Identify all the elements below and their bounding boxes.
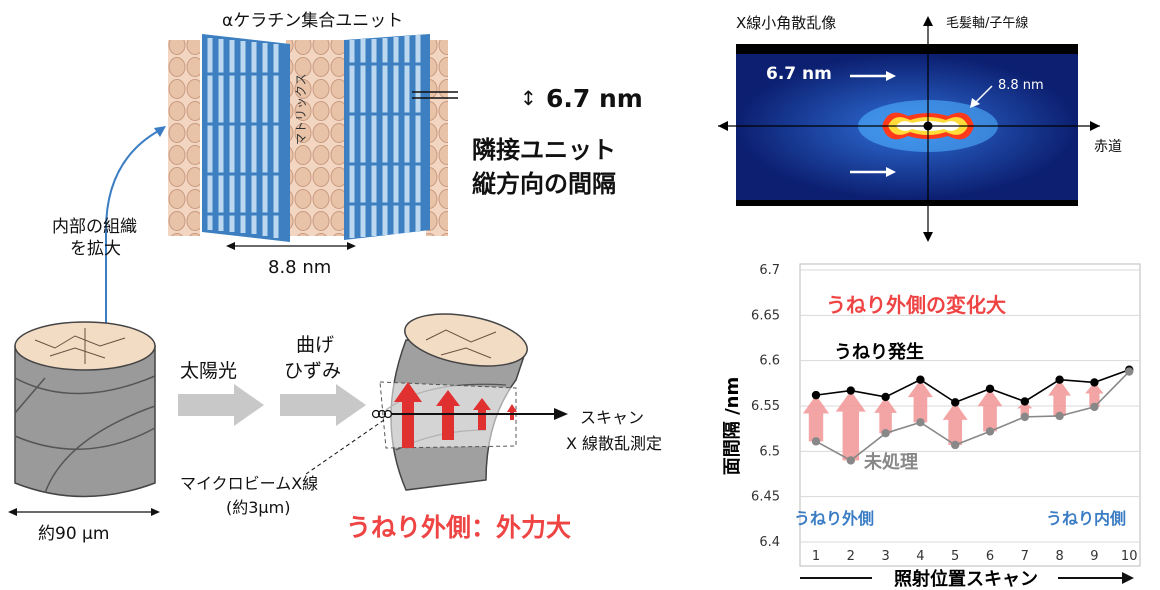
chart-xtick-label: 7: [1021, 549, 1029, 564]
saxs-peak-label-2: 8.8 nm: [998, 78, 1044, 93]
beam-label-2: (約3μm): [226, 498, 291, 517]
bend-label-2: ひずみ: [284, 360, 342, 382]
chart-ytick-label: 6.7: [759, 263, 780, 278]
data-point: [811, 390, 821, 400]
chart-ylabel: 面間隔 /nm: [722, 377, 743, 475]
matrix-center: [286, 40, 344, 236]
sunlight-arrow: [178, 384, 264, 426]
saxs-peak-label: 6.7 nm: [766, 64, 832, 84]
chart-xtick-label: 10: [1121, 549, 1138, 564]
width-label: 8.8 nm: [268, 257, 332, 278]
chart-label-right: うねり内側: [1046, 509, 1126, 528]
unit-title: αケラチン集合ユニット: [222, 11, 404, 31]
adjacent-label-2: 縦方向の間隔: [472, 170, 616, 198]
beam-pointer: [305, 419, 385, 475]
difference-arrow: [874, 396, 897, 434]
data-point: [881, 392, 890, 402]
chart-ytick-label: 6.5: [759, 444, 780, 459]
difference-arrow: [1048, 379, 1071, 416]
data-point: [1125, 367, 1134, 376]
difference-arrow: [802, 395, 830, 442]
series-label-wavy: うねり発生: [834, 341, 924, 363]
saxs-axis-top: 毛髪軸/子午線: [946, 16, 1029, 31]
zoom-label-1: 内部の組織: [52, 217, 137, 237]
chart-xtick-label: 4: [916, 549, 924, 564]
chart-ytick-label: 6.45: [751, 490, 780, 505]
data-point: [985, 427, 995, 436]
sunlight-label: 太陽光: [180, 360, 238, 382]
hair-fiber-cylinder: [14, 321, 156, 498]
data-point: [951, 440, 960, 450]
series-label-untreated: 未処理: [864, 451, 918, 473]
chart-xtick-label: 8: [1055, 549, 1063, 564]
data-point: [846, 456, 855, 465]
chart-xtick-label: 9: [1090, 549, 1098, 564]
spacing-arrow: ↕: [520, 86, 537, 110]
data-point: [985, 384, 995, 393]
spacing-chart: 6.7 6.65 6.6 6.55 6.5 6.45 6.4 1 2 3 4 5 6 7 8 9 10 面間隔…: [722, 263, 1141, 590]
scan-label-1: スキャン: [580, 408, 645, 427]
bend-label-1: 曲げ: [296, 334, 335, 356]
data-point: [1020, 397, 1029, 406]
matrix-right: [426, 40, 448, 236]
matrix-left: [168, 40, 200, 236]
difference-arrow: [835, 390, 866, 461]
zoom-label-2: を拡大: [70, 239, 121, 259]
chart-xtick-label: 3: [881, 549, 889, 564]
fiber-size-label: 約90 μm: [38, 524, 110, 544]
difference-arrow: [1085, 382, 1104, 407]
chart-ytick-label: 6.6: [759, 354, 780, 369]
difference-arrow: [1017, 401, 1033, 417]
difference-arrow: [942, 402, 968, 445]
data-point: [951, 398, 960, 407]
beam-label-1: マイクロビームX線: [180, 474, 319, 493]
difference-arrow: [907, 379, 933, 423]
data-point: [1055, 411, 1064, 421]
series-line-1: [815, 370, 1130, 462]
saxs-image: [718, 16, 1100, 242]
chart-ytick-label: 6.65: [751, 308, 780, 323]
saxs-title: X線小角散乱像: [736, 14, 837, 32]
data-point: [1055, 375, 1064, 384]
keratin-unit-right: [344, 34, 430, 240]
difference-arrow: [977, 388, 1003, 432]
bend-arrow: [280, 384, 366, 426]
chart-annotation-title: うねり外側の変化大: [826, 293, 1006, 317]
scan-arrow: [371, 408, 568, 420]
outer-force-label: うねり外側：外力大: [346, 513, 572, 542]
data-point: [1020, 412, 1029, 422]
zoom-connector: [105, 126, 166, 330]
chart-xtick-label: 2: [847, 549, 855, 564]
saxs-axis-right: 赤道: [1094, 139, 1122, 155]
data-point: [1090, 378, 1099, 387]
chart-label-left: うねり外側: [794, 509, 874, 528]
chart-ytick-label: 6.55: [751, 399, 780, 414]
data-point: [881, 429, 890, 438]
keratin-unit-diagram: [168, 34, 458, 242]
data-point: [846, 386, 855, 395]
chart-xtick-label: 6: [986, 549, 994, 564]
data-point: [811, 437, 821, 446]
keratin-unit-left: [202, 34, 290, 242]
chart-xtick-label: 1: [812, 549, 820, 564]
series-line-0: [815, 368, 1130, 404]
data-point: [916, 418, 925, 427]
chart-xlabel: 照射位置スキャン: [894, 568, 1038, 590]
fiber-size-dimension: [8, 508, 160, 516]
matrix-label: マトリックス: [294, 73, 308, 145]
data-point: [1090, 402, 1099, 412]
data-point: [916, 375, 925, 384]
adjacent-label-1: 隣接ユニット: [472, 136, 616, 164]
spacing-value: 6.7 nm: [546, 84, 643, 113]
scan-label-2: X 線散乱測定: [566, 434, 663, 453]
chart-ytick-label: 6.4: [759, 535, 780, 550]
chart-xtick-label: 5: [951, 549, 959, 564]
width-dimension: [226, 242, 356, 250]
